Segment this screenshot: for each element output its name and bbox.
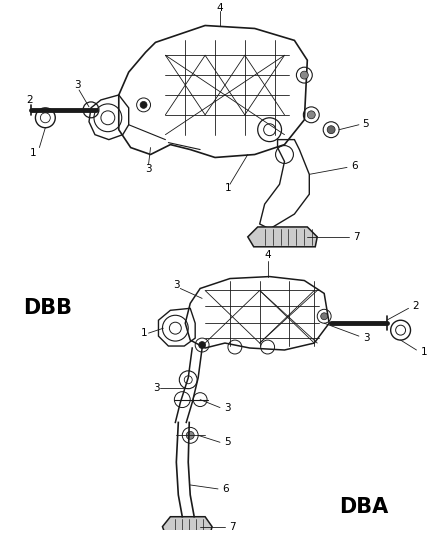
Circle shape <box>300 71 308 79</box>
Text: 7: 7 <box>353 232 360 242</box>
Circle shape <box>140 101 147 108</box>
Text: 3: 3 <box>173 279 180 289</box>
Circle shape <box>199 342 205 349</box>
Text: 2: 2 <box>26 95 33 105</box>
Text: 3: 3 <box>74 80 81 90</box>
Text: 1: 1 <box>30 148 37 158</box>
Text: 1: 1 <box>225 183 231 193</box>
Text: 2: 2 <box>413 301 419 311</box>
Text: 3: 3 <box>153 383 160 393</box>
Text: 6: 6 <box>351 161 357 172</box>
Text: 5: 5 <box>224 437 230 447</box>
Text: DBA: DBA <box>339 497 389 517</box>
Text: 4: 4 <box>264 250 271 260</box>
Text: 1: 1 <box>141 328 148 338</box>
Text: 1: 1 <box>420 347 427 357</box>
Text: 6: 6 <box>222 484 229 494</box>
Text: 3: 3 <box>363 333 370 343</box>
Polygon shape <box>162 516 212 533</box>
Text: 5: 5 <box>362 119 368 129</box>
Text: 4: 4 <box>217 3 223 13</box>
Text: 3: 3 <box>224 402 230 413</box>
Text: DBB: DBB <box>24 298 73 318</box>
Circle shape <box>186 431 194 439</box>
Circle shape <box>307 111 315 119</box>
Circle shape <box>327 126 335 134</box>
Circle shape <box>321 313 328 320</box>
Polygon shape <box>248 227 317 247</box>
Text: 3: 3 <box>145 164 152 174</box>
Text: 7: 7 <box>229 522 236 531</box>
